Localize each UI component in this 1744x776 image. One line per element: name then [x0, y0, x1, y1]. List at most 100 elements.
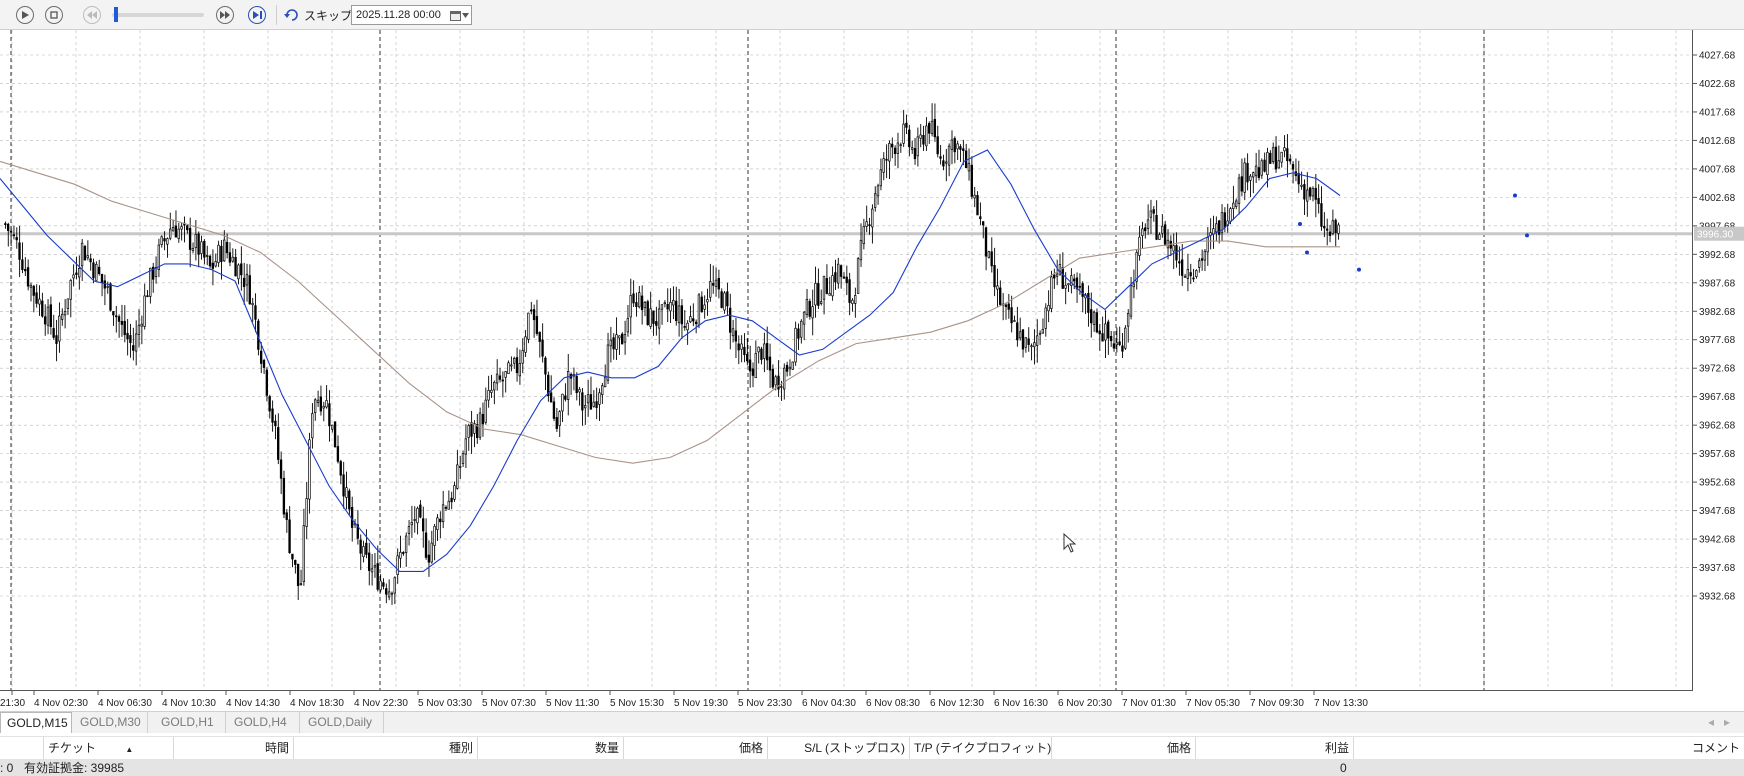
- candle-body: [336, 446, 340, 462]
- candle-body: [97, 266, 101, 274]
- column-take-profit[interactable]: T/P (テイクプロフィット): [910, 737, 1052, 759]
- candle-body: [552, 401, 556, 419]
- tab-gold-m15[interactable]: GOLD,M15: [0, 712, 72, 733]
- candle-body: [1195, 270, 1198, 277]
- tab-gold-h4[interactable]: GOLD,H4: [228, 712, 300, 733]
- candle-body: [1189, 272, 1192, 277]
- tab-gold-m30[interactable]: GOLD,M30: [74, 712, 148, 733]
- candle-body: [936, 136, 939, 155]
- candle-body: [564, 395, 567, 400]
- column-type[interactable]: 種別: [294, 737, 478, 759]
- price-tick-label: 3937.68: [1699, 563, 1736, 574]
- column-price[interactable]: 価格: [624, 737, 768, 759]
- time-axis-line: [0, 690, 1692, 691]
- tab-gold-daily[interactable]: GOLD,Daily: [302, 712, 384, 733]
- column-comment[interactable]: コメント: [1354, 737, 1744, 759]
- candle-body: [356, 524, 359, 539]
- chart-canvas[interactable]: [0, 30, 1692, 691]
- time-tick-label: 4 Nov 14:30: [226, 698, 280, 709]
- candle-body: [1118, 341, 1121, 345]
- candle-body: [1331, 220, 1334, 234]
- skip-button[interactable]: スキップ: [284, 6, 352, 24]
- candle-body: [157, 244, 160, 270]
- candle-body: [1144, 227, 1147, 232]
- column-current-price[interactable]: 価格: [1052, 737, 1196, 759]
- candle-body: [527, 312, 530, 340]
- candle-body: [916, 136, 919, 157]
- step-to-end-button[interactable]: [248, 6, 266, 24]
- candle-body: [259, 350, 263, 364]
- candle-body: [1018, 331, 1022, 339]
- column-label: 利益: [1324, 741, 1349, 755]
- candle-body: [1075, 277, 1079, 290]
- tab-scroll-arrows[interactable]: ◂▸: [1708, 715, 1740, 729]
- candle-body: [865, 221, 868, 227]
- candle-body: [1016, 322, 1019, 341]
- candle-body: [211, 262, 214, 269]
- fast-forward-button[interactable]: [216, 6, 234, 24]
- candle-body: [498, 375, 502, 380]
- candle-body: [709, 281, 712, 298]
- candle-body: [515, 357, 519, 374]
- candle-body: [245, 273, 249, 286]
- candle-body: [990, 251, 993, 267]
- price-tick-label: 3957.68: [1699, 449, 1736, 460]
- price-chart[interactable]: [0, 30, 1692, 691]
- chevron-right-icon[interactable]: ▸: [1723, 715, 1740, 729]
- chevron-left-icon[interactable]: ◂: [1707, 715, 1724, 729]
- column-volume[interactable]: 数量: [478, 737, 624, 759]
- time-tick-label: 5 Nov 11:30: [546, 698, 600, 709]
- play-button[interactable]: [16, 6, 34, 24]
- play-icon: [22, 11, 29, 19]
- candle-body: [456, 464, 459, 489]
- candle-body: [501, 379, 504, 382]
- candle-body: [194, 234, 197, 248]
- price-tick-label: 3967.68: [1699, 392, 1736, 403]
- candle-body: [848, 279, 851, 303]
- column-select[interactable]: [0, 737, 44, 759]
- price-tick-label: 4007.68: [1699, 164, 1736, 175]
- price-tick-label: 4002.68: [1699, 193, 1736, 204]
- candle-body: [638, 292, 641, 308]
- candle-body: [291, 553, 294, 560]
- candle-body: [265, 369, 269, 396]
- tab-gold-h1[interactable]: GOLD,H1: [155, 712, 226, 733]
- candle-body: [1129, 284, 1133, 317]
- candle-body: [254, 305, 257, 320]
- candle-body: [1334, 219, 1337, 233]
- candle-body: [956, 143, 959, 150]
- candle-body: [78, 267, 81, 278]
- candle-body: [407, 526, 411, 534]
- calendar-dropdown[interactable]: [450, 10, 469, 21]
- candle-body: [427, 554, 431, 563]
- candle-body: [1246, 162, 1249, 183]
- candle-body: [410, 522, 413, 526]
- column-profit[interactable]: 利益: [1196, 737, 1354, 759]
- date-input[interactable]: 2025.11.28 00:00: [351, 5, 472, 25]
- candle-body: [729, 307, 732, 333]
- candle-body: [1095, 312, 1099, 333]
- rewind-icon: [87, 11, 97, 19]
- speed-slider-thumb[interactable]: [114, 7, 118, 22]
- candle-body: [612, 337, 615, 350]
- candle-body: [862, 226, 865, 245]
- candle-body: [1038, 332, 1042, 335]
- column-ticket[interactable]: チケット ▲: [44, 737, 174, 759]
- candle-body: [1300, 184, 1303, 187]
- candle-body: [225, 242, 229, 254]
- rewind-button[interactable]: [83, 6, 101, 24]
- candle-body: [311, 413, 314, 439]
- candle-body: [95, 263, 98, 281]
- candle-body: [476, 424, 479, 439]
- column-stop-loss[interactable]: S/L (ストップロス): [768, 737, 910, 759]
- candle-body: [1263, 159, 1266, 172]
- candle-body: [927, 123, 931, 134]
- candle-body: [285, 512, 288, 520]
- candle-body: [765, 343, 769, 361]
- speed-slider-track[interactable]: [112, 13, 204, 17]
- candle-body: [217, 244, 220, 263]
- stop-button[interactable]: [45, 6, 63, 24]
- column-time[interactable]: 時間: [174, 737, 294, 759]
- candle-body: [663, 302, 666, 305]
- candle-body: [126, 332, 129, 340]
